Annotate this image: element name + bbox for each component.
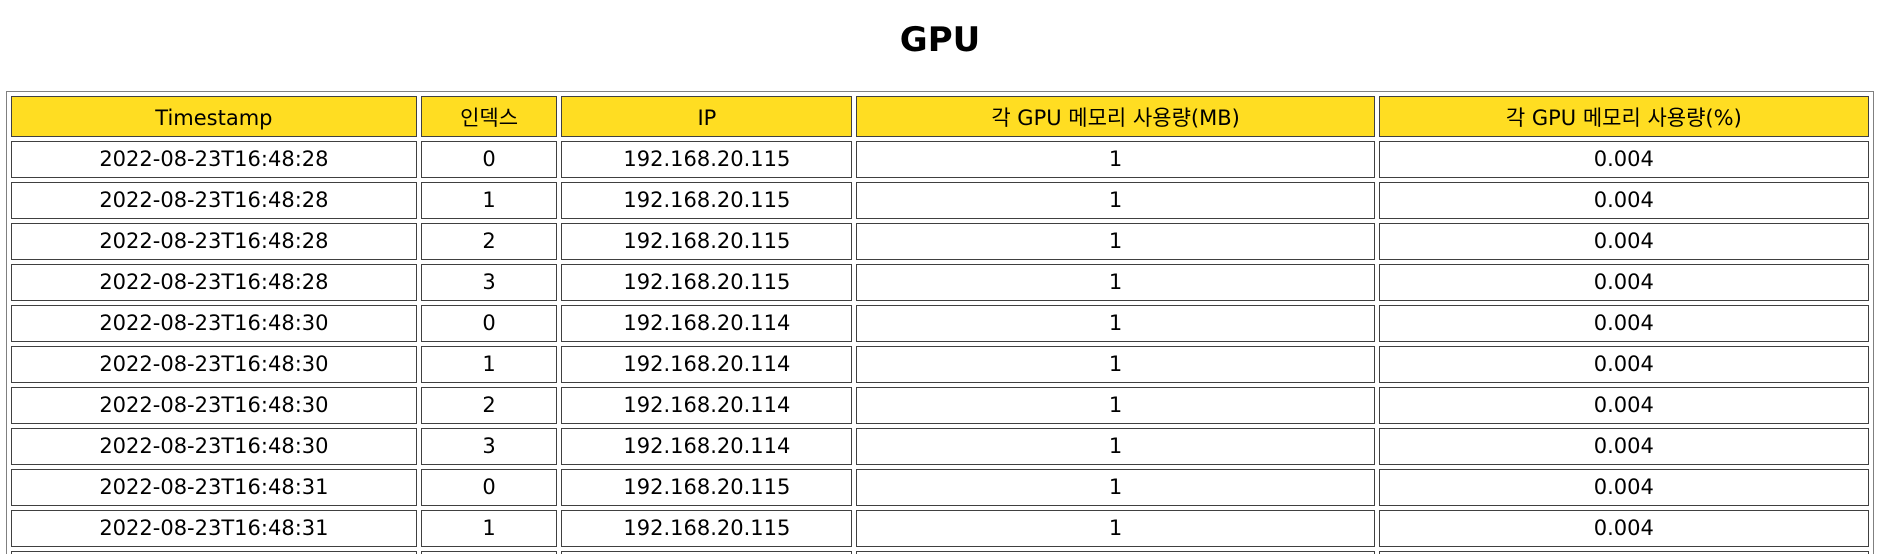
- cell-timestamp: 2022-08-23T16:48:28: [11, 223, 417, 260]
- cell-memory-percent: 0.004: [1378, 428, 1869, 465]
- cell-timestamp: 2022-08-23T16:48:31: [11, 510, 417, 547]
- header-memory-percent: 각 GPU 메모리 사용량(%): [1378, 96, 1869, 137]
- gpu-table: Timestamp 인덱스 IP 각 GPU 메모리 사용량(MB) 각 GPU…: [6, 91, 1874, 554]
- cell-index: 0: [420, 141, 558, 178]
- table-row: 2022-08-23T16:48:31 0 192.168.20.115 1 0…: [11, 469, 1869, 506]
- header-memory-mb: 각 GPU 메모리 사용량(MB): [856, 96, 1375, 137]
- cell-index: 0: [420, 469, 558, 506]
- header-ip: IP: [561, 96, 853, 137]
- cell-timestamp: 2022-08-23T16:48:28: [11, 182, 417, 219]
- table-row: 2022-08-23T16:48:30 2 192.168.20.114 1 0…: [11, 387, 1869, 424]
- table-row: [11, 551, 1869, 554]
- cell-memory-percent: 0.004: [1378, 141, 1869, 178]
- cell-ip: 192.168.20.115: [561, 510, 853, 547]
- cell-ip: 192.168.20.114: [561, 305, 853, 342]
- cell-ip: 192.168.20.114: [561, 346, 853, 383]
- cell-memory-percent: 0.004: [1378, 182, 1869, 219]
- cell-memory-percent: 0.004: [1378, 510, 1869, 547]
- page-title: GPU: [899, 20, 981, 60]
- cell-timestamp: 2022-08-23T16:48:30: [11, 387, 417, 424]
- cell-index: 2: [420, 223, 558, 260]
- table-row: 2022-08-23T16:48:28 2 192.168.20.115 1 0…: [11, 223, 1869, 260]
- cell-timestamp: 2022-08-23T16:48:28: [11, 264, 417, 301]
- table-row: 2022-08-23T16:48:30 0 192.168.20.114 1 0…: [11, 305, 1869, 342]
- table-row: 2022-08-23T16:48:30 3 192.168.20.114 1 0…: [11, 428, 1869, 465]
- table-row: 2022-08-23T16:48:28 0 192.168.20.115 1 0…: [11, 141, 1869, 178]
- cell-timestamp: 2022-08-23T16:48:28: [11, 141, 417, 178]
- cell-index: 3: [420, 428, 558, 465]
- table-header-row: Timestamp 인덱스 IP 각 GPU 메모리 사용량(MB) 각 GPU…: [11, 96, 1869, 137]
- cell-ip: 192.168.20.115: [561, 469, 853, 506]
- cell-ip: 192.168.20.114: [561, 387, 853, 424]
- cell-memory-percent: 0.004: [1378, 223, 1869, 260]
- cell-memory-percent: 0.004: [1378, 264, 1869, 301]
- header-index: 인덱스: [420, 96, 558, 137]
- cell-ip: 192.168.20.115: [561, 141, 853, 178]
- gpu-table-container[interactable]: Timestamp 인덱스 IP 각 GPU 메모리 사용량(MB) 각 GPU…: [6, 91, 1874, 554]
- cell-memory-percent: 0.004: [1378, 305, 1869, 342]
- cell-memory-mb: 1: [856, 182, 1375, 219]
- table-row: 2022-08-23T16:48:30 1 192.168.20.114 1 0…: [11, 346, 1869, 383]
- cell-index: 1: [420, 346, 558, 383]
- cell-memory-mb: 1: [856, 428, 1375, 465]
- table-row: 2022-08-23T16:48:28 1 192.168.20.115 1 0…: [11, 182, 1869, 219]
- cell-memory-mb: 1: [856, 469, 1375, 506]
- cell-timestamp: 2022-08-23T16:48:30: [11, 305, 417, 342]
- cell-index: 0: [420, 305, 558, 342]
- cell-index: [420, 551, 558, 554]
- cell-timestamp: 2022-08-23T16:48:30: [11, 428, 417, 465]
- cell-memory-mb: 1: [856, 346, 1375, 383]
- cell-memory-mb: [856, 551, 1375, 554]
- cell-memory-mb: 1: [856, 141, 1375, 178]
- table-row: 2022-08-23T16:48:28 3 192.168.20.115 1 0…: [11, 264, 1869, 301]
- cell-index: 2: [420, 387, 558, 424]
- cell-memory-percent: 0.004: [1378, 387, 1869, 424]
- cell-memory-mb: 1: [856, 510, 1375, 547]
- cell-ip: [561, 551, 853, 554]
- cell-index: 3: [420, 264, 558, 301]
- cell-memory-mb: 1: [856, 305, 1375, 342]
- cell-ip: 192.168.20.115: [561, 264, 853, 301]
- cell-timestamp: [11, 551, 417, 554]
- cell-memory-percent: 0.004: [1378, 469, 1869, 506]
- cell-ip: 192.168.20.114: [561, 428, 853, 465]
- cell-memory-mb: 1: [856, 264, 1375, 301]
- header-timestamp: Timestamp: [11, 96, 417, 137]
- cell-memory-mb: 1: [856, 387, 1375, 424]
- cell-ip: 192.168.20.115: [561, 182, 853, 219]
- cell-memory-percent: 0.004: [1378, 346, 1869, 383]
- cell-index: 1: [420, 182, 558, 219]
- cell-memory-percent: [1378, 551, 1869, 554]
- cell-memory-mb: 1: [856, 223, 1375, 260]
- cell-timestamp: 2022-08-23T16:48:30: [11, 346, 417, 383]
- table-row: 2022-08-23T16:48:31 1 192.168.20.115 1 0…: [11, 510, 1869, 547]
- cell-index: 1: [420, 510, 558, 547]
- cell-ip: 192.168.20.115: [561, 223, 853, 260]
- cell-timestamp: 2022-08-23T16:48:31: [11, 469, 417, 506]
